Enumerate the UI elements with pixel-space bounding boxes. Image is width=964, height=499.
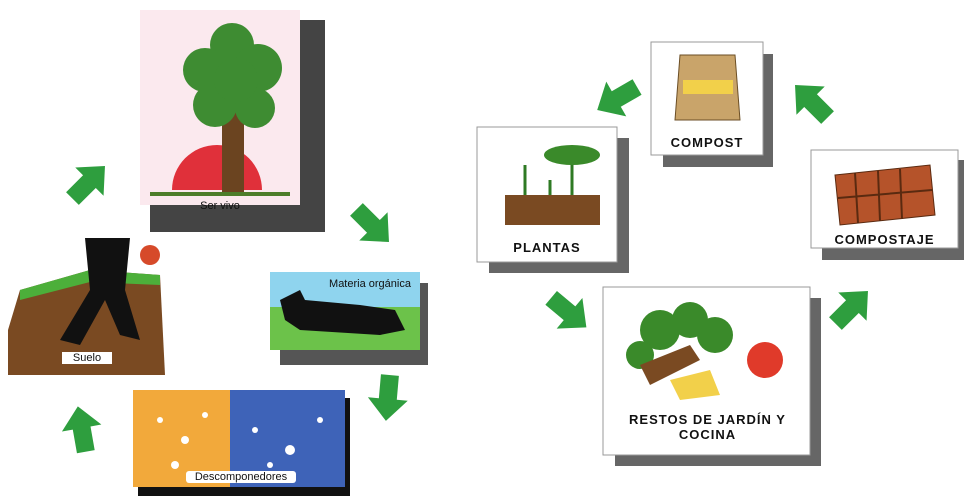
label: Ser vivo xyxy=(200,200,240,212)
card-ser-vivo xyxy=(140,10,325,232)
label: Materia orgánica xyxy=(329,278,411,290)
arrows xyxy=(61,79,868,454)
arrow xyxy=(66,166,105,205)
label: COMPOSTAJE xyxy=(834,232,935,247)
arrow xyxy=(597,79,642,117)
card-compostaje xyxy=(810,149,964,260)
label: PLANTAS xyxy=(513,240,581,255)
card-plantas xyxy=(476,126,629,273)
card-materia-organica xyxy=(270,272,428,365)
card-compost xyxy=(650,41,773,167)
label: RESTOS DE JARDÍN Y COCINA xyxy=(629,412,786,442)
arrow xyxy=(545,290,587,329)
label: Suelo xyxy=(62,352,112,364)
card-descomponedores xyxy=(133,390,350,496)
arrow xyxy=(795,85,834,124)
arrow xyxy=(829,291,868,330)
arrow xyxy=(350,203,389,242)
arrow xyxy=(367,374,408,421)
label: COMPOST xyxy=(670,135,744,150)
card-suelo xyxy=(8,238,165,375)
card-restos xyxy=(602,286,821,466)
label: Descomponedores xyxy=(186,471,296,483)
arrow xyxy=(61,406,102,454)
